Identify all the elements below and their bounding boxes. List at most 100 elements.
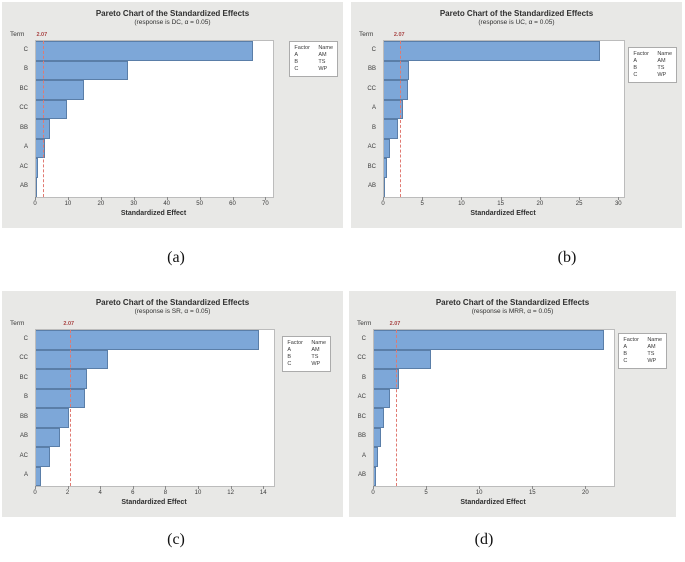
reference-line — [42, 41, 44, 197]
legend-cell: A — [294, 52, 298, 58]
effect-bar — [374, 388, 390, 408]
effect-bar — [374, 427, 382, 447]
plot-area — [35, 329, 275, 487]
bar-row — [36, 388, 274, 408]
legend-header-cell: Factor — [633, 51, 649, 57]
reference-line-label: 2.07 — [63, 321, 75, 327]
y-axis-title: Term — [359, 31, 374, 38]
chart-title: Pareto Chart of the Standardized Effects — [439, 9, 594, 18]
x-tick-label: 10 — [475, 490, 483, 496]
term-tick-label: BB — [19, 124, 28, 131]
factor-legend: Factor Name A AM B TS C WP — [282, 336, 331, 372]
bar-row — [36, 41, 273, 61]
x-tick-label: 70 — [262, 201, 269, 207]
legend-row: A AM — [294, 52, 333, 59]
x-tick-mark — [426, 486, 428, 489]
term-tick-label: AC — [367, 144, 376, 151]
x-tick-mark — [232, 197, 234, 200]
x-tick-label: 0 — [371, 490, 375, 496]
x-tick-label: 14 — [259, 490, 267, 496]
pareto-chart-panel-a: Pareto Chart of the Standardized Effects… — [2, 2, 343, 228]
bar-row — [36, 427, 274, 447]
effect-bar — [36, 408, 69, 428]
x-tick-label: 6 — [131, 490, 135, 496]
chart-subtitle: (response is UC, α = 0.05) — [478, 19, 555, 26]
x-tick-label: 60 — [229, 201, 236, 207]
reference-line — [400, 41, 402, 197]
bar-row — [36, 158, 273, 178]
x-tick-mark — [479, 486, 481, 489]
reference-line-label: 2.07 — [389, 321, 401, 327]
bar-row — [384, 99, 624, 119]
y-axis-labels: C BB CC A B AC BC AB — [351, 40, 382, 196]
legend-cell: WP — [311, 361, 321, 367]
plot-area — [383, 40, 625, 198]
x-axis-label: Standardized Effect — [121, 499, 187, 506]
bar-row — [384, 60, 624, 80]
x-tick-mark — [383, 197, 384, 200]
bar-row — [36, 408, 274, 428]
legend-row: C WP — [633, 72, 672, 79]
x-tick-mark — [35, 197, 36, 200]
legend-cell: TS — [318, 59, 326, 65]
legend-cell: WP — [318, 66, 328, 72]
x-tick-label: 40 — [163, 201, 170, 207]
effect-bar — [384, 138, 391, 158]
effect-bar — [374, 330, 605, 350]
bar-row — [384, 119, 624, 139]
x-tick-label: 0 — [33, 201, 37, 207]
legend-cell: A — [623, 344, 627, 350]
effect-bar — [384, 119, 399, 139]
legend-cell: C — [633, 72, 638, 78]
chart-title: Pareto Chart of the Standardized Effects — [435, 298, 590, 307]
effect-bar — [36, 138, 45, 158]
x-axis-ticks: 0 2 4 6 8 10 12 14 — [33, 486, 273, 498]
term-tick-label: B — [361, 374, 366, 381]
bar-row — [36, 349, 274, 369]
x-tick-label: 0 — [33, 490, 37, 496]
term-tick-label: C — [361, 335, 366, 342]
legend-cell: B — [294, 59, 298, 65]
pareto-chart-panel-b: Pareto Chart of the Standardized Effects… — [351, 2, 682, 228]
x-tick-mark — [585, 486, 587, 489]
reference-line — [69, 330, 71, 486]
chart-subtitle: (response is DC, α = 0.05) — [134, 19, 211, 26]
x-tick-mark — [132, 486, 134, 489]
bar-row — [374, 349, 614, 369]
x-tick-mark — [199, 197, 201, 200]
bar-row — [384, 158, 624, 178]
x-tick-mark — [532, 486, 534, 489]
legend-cell: B — [287, 354, 291, 360]
effect-bar — [36, 177, 37, 197]
term-tick-label: BC — [19, 85, 28, 92]
x-axis-ticks: 0 5 10 15 20 — [371, 486, 613, 498]
term-tick-label: A — [371, 105, 376, 112]
legend-cell: C — [294, 66, 299, 72]
effect-bar — [384, 99, 403, 119]
effect-bar — [384, 41, 600, 61]
x-tick-mark — [500, 197, 502, 200]
term-tick-label: BB — [357, 433, 366, 440]
term-tick-label: A — [23, 472, 28, 479]
x-tick-mark — [100, 197, 102, 200]
bar-row — [36, 330, 274, 350]
effect-bar — [36, 80, 84, 100]
legend-cell: C — [287, 361, 292, 367]
factor-legend: Factor Name A AM B TS C WP — [628, 47, 677, 83]
bar-row — [36, 369, 274, 389]
bar-row — [36, 138, 273, 158]
legend-row: B TS — [623, 351, 662, 358]
x-tick-label: 20 — [97, 201, 105, 207]
caption-d: (d) — [474, 531, 494, 548]
effect-bar — [36, 99, 67, 119]
x-tick-label: 10 — [64, 201, 72, 207]
x-tick-label: 20 — [582, 490, 589, 496]
plot-area — [35, 40, 274, 198]
effect-bar — [36, 466, 41, 486]
x-tick-label: 4 — [98, 490, 102, 496]
chart-title: Pareto Chart of the Standardized Effects — [95, 298, 250, 307]
term-tick-label: BC — [19, 374, 28, 381]
effect-bar — [36, 41, 254, 61]
legend-cell: TS — [311, 354, 319, 360]
